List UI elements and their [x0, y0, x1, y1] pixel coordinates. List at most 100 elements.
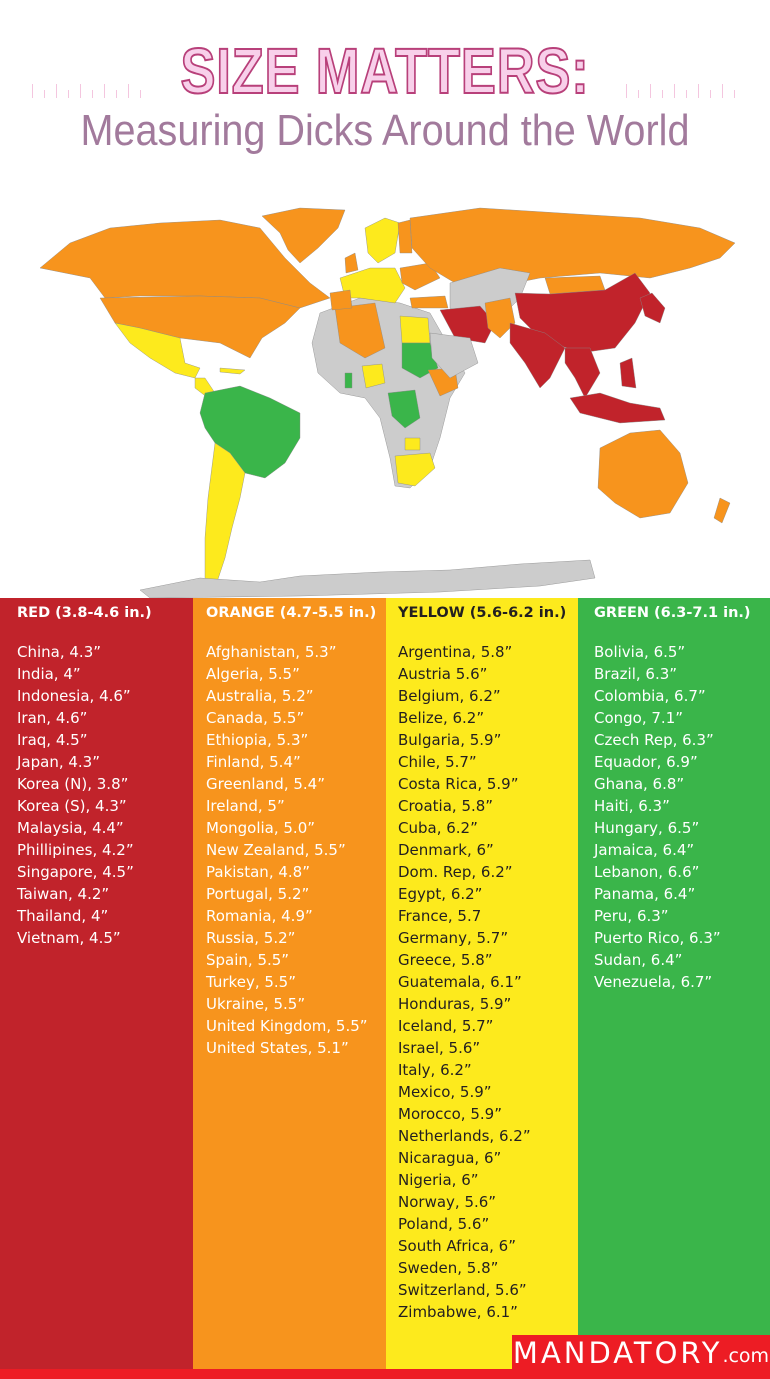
region-indonesia [569, 392, 666, 424]
region-philippines [619, 357, 637, 389]
country-item: Bulgaria, 5.9” [398, 731, 502, 749]
country-list: China, 4.3” India, 4” Indonesia, 4.6” Iran,… [17, 641, 134, 949]
region-congo [387, 389, 421, 429]
country-item: Malaysia, 4.4” [17, 819, 124, 837]
country-item: Sweden, 5.8” [398, 1259, 499, 1277]
country-item: Italy, 6.2” [398, 1061, 472, 1079]
footer-bar [0, 1369, 770, 1379]
country-item: Colombia, 6.7” [594, 687, 706, 705]
region-japan-korea [639, 292, 666, 324]
country-item: Lebanon, 6.6” [594, 863, 700, 881]
logo-text: MANDATORY [512, 1336, 723, 1370]
region-australia [597, 429, 689, 519]
country-list: Bolivia, 6.5” Brazil, 6.3” Colombia, 6.7” C… [594, 641, 721, 993]
country-item: Canada, 5.5” [206, 709, 305, 727]
country-item: Norway, 5.6” [398, 1193, 497, 1211]
country-item: Venezuela, 6.7” [594, 973, 713, 991]
country-item: Ukraine, 5.5” [206, 995, 306, 1013]
country-item: Germany, 5.7” [398, 929, 509, 947]
subtitle: Measuring Dicks Around the World [80, 106, 690, 155]
country-item: China, 4.3” [17, 643, 102, 661]
country-item: Panama, 6.4” [594, 885, 696, 903]
region-south-africa [394, 452, 436, 487]
region-new-zealand [713, 497, 731, 524]
country-item: Korea (S), 4.3” [17, 797, 127, 815]
region-canada [39, 219, 331, 309]
ruler-tick [626, 84, 627, 98]
ruler-tick [710, 90, 711, 98]
country-item: Equador, 6.9” [594, 753, 698, 771]
region-antarctica [139, 559, 596, 598]
ruler-tick [686, 90, 687, 98]
region-afghanistan-pakistan [484, 297, 516, 339]
ruler-tick [104, 84, 105, 98]
column-heading: GREEN (6.3-7.1 in.) [594, 605, 751, 621]
country-item: Netherlands, 6.2” [398, 1127, 531, 1145]
column-yellow: YELLOW (5.6-6.2 in.) Argentina, 5.8” Aust… [386, 598, 578, 1379]
country-item: Congo, 7.1” [594, 709, 684, 727]
country-item: Mongolia, 5.0” [206, 819, 316, 837]
region-zimbabwe [404, 437, 421, 451]
country-item: Switzerland, 5.6” [398, 1281, 527, 1299]
ruler-tick [698, 84, 699, 98]
country-item: Romania, 4.9” [206, 907, 313, 925]
country-item: Peru, 6.3” [594, 907, 669, 925]
country-item: Turkey, 5.5” [206, 973, 296, 991]
region-ukraine-romania [399, 262, 441, 291]
country-item: Ethiopia, 5.3” [206, 731, 309, 749]
country-item: Egypt, 6.2” [398, 885, 483, 903]
region-sudan [401, 342, 439, 379]
country-item: Iran, 4.6” [17, 709, 88, 727]
ruler-tick [128, 84, 129, 98]
country-item: Belize, 6.2” [398, 709, 485, 727]
region-southeast-asia [564, 347, 601, 399]
country-item: Australia, 5.2” [206, 687, 314, 705]
column-green: GREEN (6.3-7.1 in.) Bolivia, 6.5” Brazil,… [578, 598, 770, 1379]
country-item: Greenland, 5.4” [206, 775, 325, 793]
country-item: Thailand, 4” [17, 907, 109, 925]
country-item: Nicaragua, 6” [398, 1149, 502, 1167]
country-item: Mexico, 5.9” [398, 1083, 492, 1101]
country-item: Algeria, 5.5” [206, 665, 300, 683]
ruler-tick [80, 84, 81, 98]
country-item: Austria 5.6” [398, 665, 488, 683]
ruler-tick [92, 90, 93, 98]
region-nigeria [361, 363, 386, 389]
region-finland [397, 219, 413, 254]
country-item: Israel, 5.6” [398, 1039, 481, 1057]
country-item: Phillipines, 4.2” [17, 841, 134, 859]
country-item: Zimbabwe, 6.1” [398, 1303, 518, 1321]
ruler-tick [56, 84, 57, 98]
country-item: Sudan, 6.4” [594, 951, 683, 969]
region-scandinavia [364, 217, 401, 264]
country-item: Iceland, 5.7” [398, 1017, 494, 1035]
country-item: Taiwan, 4.2” [17, 885, 110, 903]
country-item: United Kingdom, 5.5” [206, 1017, 368, 1035]
column-heading: YELLOW (5.6-6.2 in.) [398, 605, 567, 621]
region-india [509, 322, 566, 389]
ruler-tick [68, 90, 69, 98]
country-item: Nigeria, 6” [398, 1171, 479, 1189]
ruler-ticks-right [626, 80, 746, 98]
region-greenland [261, 207, 346, 264]
region-uk-ireland [344, 252, 359, 274]
region-brazil-colombia-venezuela [199, 385, 301, 479]
country-item: Belgium, 6.2” [398, 687, 501, 705]
region-ghana [344, 372, 353, 389]
ruler-ticks-left [32, 80, 152, 98]
country-item: Afghanistan, 5.3” [206, 643, 337, 661]
world-map [39, 207, 736, 598]
ruler-tick [44, 90, 45, 98]
country-item: Morocco, 5.9” [398, 1105, 502, 1123]
ruler-tick [674, 84, 675, 98]
country-item: Costa Rica, 5.9” [398, 775, 519, 793]
column-orange: ORANGE (4.7-5.5 in.) Afghanistan, 5.3” Al… [193, 598, 386, 1379]
logo-suffix: .com [722, 1345, 770, 1367]
country-item: Indonesia, 4.6” [17, 687, 131, 705]
column-heading: RED (3.8-4.6 in.) [17, 605, 152, 621]
country-item: Russia, 5.2” [206, 929, 296, 947]
country-item: Honduras, 5.9” [398, 995, 512, 1013]
ruler-tick [140, 90, 141, 98]
country-item: Puerto Rico, 6.3” [594, 929, 721, 947]
country-item: India, 4” [17, 665, 81, 683]
